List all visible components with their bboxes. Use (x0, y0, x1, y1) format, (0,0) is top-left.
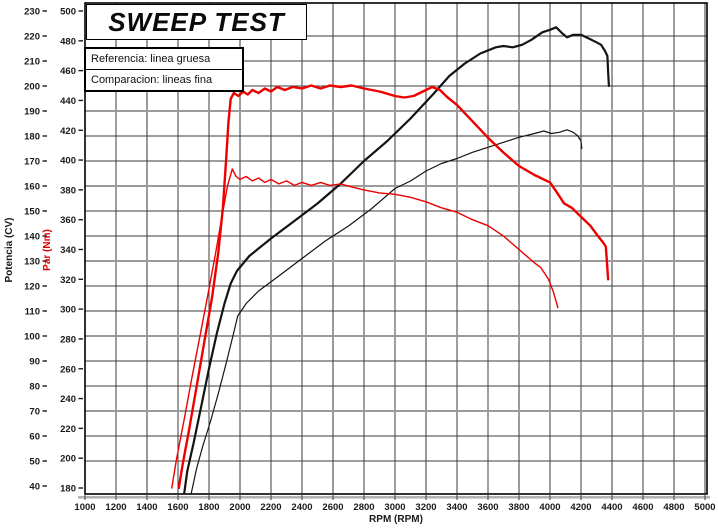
x-axis-tick-label: 5000 (694, 502, 715, 513)
chart-title: SWEEP TEST (108, 6, 285, 37)
x-axis-tick-label: 3400 (446, 502, 467, 513)
y-axis-power-tick-label: 190 (24, 107, 40, 118)
y-axis-torque-tick-label: 320 (60, 275, 76, 286)
y-axis-torque-tick-label: 280 (60, 334, 76, 345)
y-axis-torque-tick-label: 440 (60, 96, 76, 107)
y-axis-torque-tick-label: 460 (60, 66, 76, 77)
y-axis-torque-tick-label: 200 (60, 454, 76, 465)
y-axis-power-tick-label: 130 (24, 257, 40, 268)
x-axis-title: RPM (RPM) (369, 514, 423, 525)
x-axis-tick-label: 2200 (260, 502, 281, 513)
y-axis-power-tick-label: 200 (24, 82, 40, 93)
x-axis-tick-label: 4000 (539, 502, 560, 513)
y-axis-power-tick-label: 110 (25, 307, 40, 318)
y-axis-power-tick-label: 90 (29, 357, 40, 368)
x-axis-tick-label: 3000 (384, 502, 405, 513)
y-axis-torque-tick-label: 400 (60, 156, 76, 167)
legend-comparison-entry: Comparacion: lineas fina (86, 69, 242, 90)
torque-comparison-curve (171, 168, 559, 489)
x-axis-tick-label: 4800 (663, 502, 684, 513)
y-axis-torque-tick-label: 380 (60, 185, 76, 196)
y-axis-power-tick-label: 170 (24, 157, 40, 168)
power-axis-title: Potencia (CV) (4, 217, 15, 282)
y-axis-torque-tick-label: 300 (60, 305, 76, 316)
x-axis-tick-label: 2400 (291, 502, 312, 513)
y-axis-torque-tick-label: 360 (60, 215, 76, 226)
x-axis-tick-label: 1000 (74, 502, 95, 513)
torque-reference-curve (177, 84, 610, 490)
y-axis-power-tick-label: 210 (24, 57, 40, 68)
x-axis-tick-label: 4600 (632, 502, 653, 513)
y-axis-power-tick-label: 220 (24, 32, 40, 43)
y-axis-torque-tick-label: 500 (60, 7, 76, 18)
x-axis-tick-label: 1600 (167, 502, 188, 513)
x-axis-tick-label: 1400 (136, 502, 157, 513)
legend-box: Referencia: linea gruesa Comparacion: li… (84, 47, 244, 92)
chart-title-box: SWEEP TEST (86, 4, 307, 40)
y-axis-power-tick-label: 50 (29, 457, 40, 468)
power-comparison-curve (190, 129, 583, 495)
x-axis-tick-label: 2600 (322, 502, 343, 513)
y-axis-torque-tick-label: 480 (60, 36, 76, 47)
y-axis-power-tick-label: 150 (24, 207, 40, 218)
y-axis-power-tick-label: 100 (24, 332, 40, 343)
y-axis-torque-tick-label: 220 (60, 424, 76, 435)
y-axis-power-tick-label: 230 (24, 7, 40, 18)
x-axis-tick-label: 1800 (198, 502, 219, 513)
y-axis-torque-tick-label: 180 (60, 484, 76, 495)
x-axis-tick-label: 3600 (477, 502, 498, 513)
x-axis-tick-label: 2000 (229, 502, 250, 513)
x-axis-baseline-band (78, 496, 710, 499)
plot-border (84, 2, 708, 495)
y-axis-torque-tick-label: 260 (60, 364, 76, 375)
torque-axis-title: Par (Nm) (42, 229, 53, 271)
x-axis-tick-label: 4200 (570, 502, 591, 513)
power-reference-curve (183, 26, 610, 495)
y-axis-power-tick-label: 180 (24, 132, 40, 143)
y-axis-power-tick-label: 140 (24, 232, 40, 243)
x-axis-tick-label: 3200 (415, 502, 436, 513)
y-axis-torque-tick-label: 340 (60, 245, 76, 256)
x-axis-tick-label: 2800 (353, 502, 374, 513)
x-axis-tick-label: 1200 (105, 502, 126, 513)
y-axis-power-tick-label: 120 (24, 282, 40, 293)
x-axis-tick-label: 4400 (601, 502, 622, 513)
y-axis-power-tick-label: 70 (29, 407, 40, 418)
y-axis-torque-tick-label: 240 (60, 394, 76, 405)
y-axis-power-tick-label: 40 (29, 482, 40, 493)
y-axis-torque-tick-label: 420 (60, 126, 76, 137)
y-axis-power-tick-label: 160 (24, 182, 40, 193)
y-axis-power-tick-label: 60 (29, 432, 40, 443)
legend-reference-entry: Referencia: linea gruesa (86, 49, 242, 69)
x-axis-tick-label: 3800 (508, 502, 529, 513)
y-axis-power-tick-label: 80 (29, 382, 40, 393)
